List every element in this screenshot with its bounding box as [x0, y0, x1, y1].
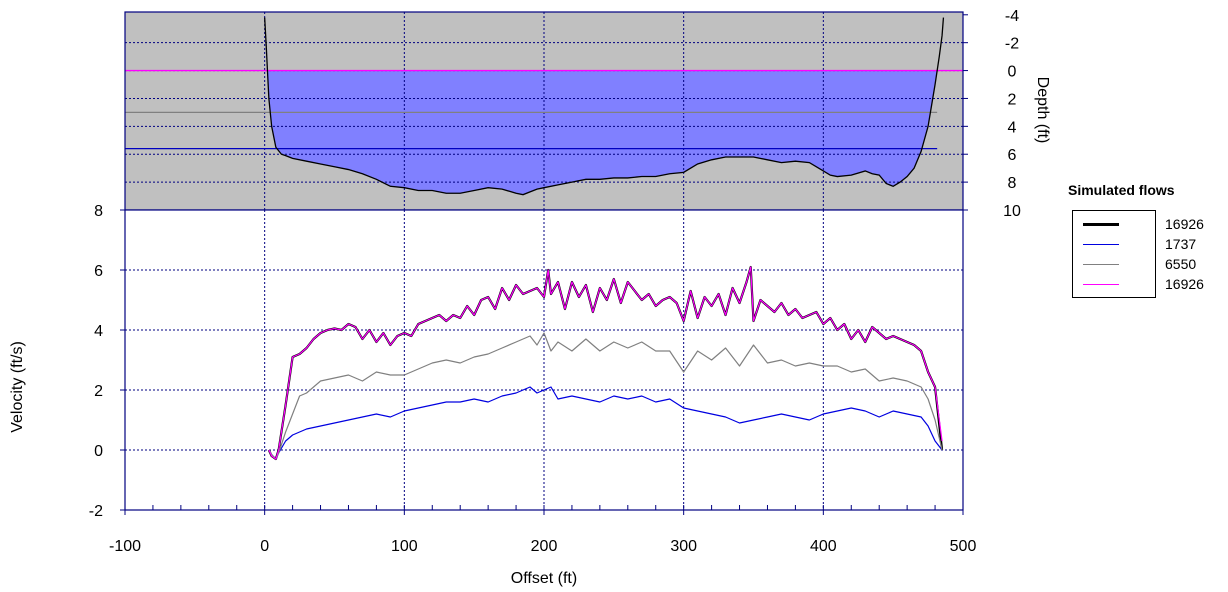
- legend-label: 1737: [1165, 236, 1197, 252]
- legend-label: 6550: [1165, 256, 1197, 272]
- offset-tick-label: 100: [391, 538, 418, 555]
- series-line-6550-3: [268, 332, 943, 460]
- legend-swatch: [1083, 243, 1119, 245]
- x-axis-label: Offset (ft): [511, 570, 577, 587]
- offset-tick-label: 0: [260, 538, 269, 555]
- cross-section-panel: -4 -2 0 2 4 6 8 10: [124, 8, 1021, 220]
- water-area: [267, 70, 938, 195]
- legend-entry: 16926: [1073, 274, 1204, 294]
- legend-label: 16926: [1165, 276, 1204, 292]
- offset-tick-label: 400: [810, 538, 837, 555]
- legend-box: 16926 1737 6550 16926: [1072, 210, 1204, 298]
- depth-tick-label: 8: [1008, 175, 1017, 192]
- bed-profile-line: [264, 17, 945, 196]
- velocity-tick-label: -2: [89, 503, 103, 520]
- velocity-tick-label: 0: [94, 443, 103, 460]
- depth-tick-label: 6: [1008, 147, 1017, 164]
- series-line-1737-2: [268, 386, 943, 460]
- velocity-tick-label: 4: [94, 323, 103, 340]
- offset-tick-label: -100: [109, 538, 141, 555]
- depth-tick-label: 4: [1008, 119, 1017, 136]
- offset-tick-label: 300: [670, 538, 697, 555]
- velocity-tick-label: 8: [94, 203, 103, 220]
- series-line-16926-4: [268, 266, 943, 460]
- velocity-panel: -2 0 2 4 6 8 -100 0 100 200 300 400 500: [89, 203, 977, 555]
- legend: Simulated flows 16926 1737 6550 16926: [1068, 182, 1228, 298]
- legend-label: 16926: [1165, 216, 1204, 232]
- legend-swatch: [1083, 283, 1119, 285]
- y-axis-label-depth: Depth (ft): [1034, 77, 1051, 144]
- legend-entry: 1737: [1073, 234, 1196, 254]
- legend-swatch: [1083, 222, 1119, 226]
- legend-title: Simulated flows: [1068, 182, 1175, 198]
- velocity-tick-label: 6: [94, 263, 103, 280]
- depth-tick-label: 10: [1003, 203, 1021, 220]
- depth-tick-label: 2: [1008, 91, 1017, 108]
- depth-tick-label: 0: [1008, 64, 1017, 81]
- depth-tick-label: -4: [1005, 8, 1019, 25]
- y-axis-label-velocity: Velocity (ft/s): [9, 341, 26, 433]
- offset-tick-label: 200: [531, 538, 558, 555]
- depth-tick-label: -2: [1005, 36, 1019, 53]
- legend-entry: 6550: [1073, 254, 1196, 274]
- velocity-tick-label: 2: [94, 383, 103, 400]
- legend-entry: 16926: [1073, 214, 1204, 234]
- legend-swatch: [1083, 263, 1119, 265]
- offset-tick-label: 500: [950, 538, 977, 555]
